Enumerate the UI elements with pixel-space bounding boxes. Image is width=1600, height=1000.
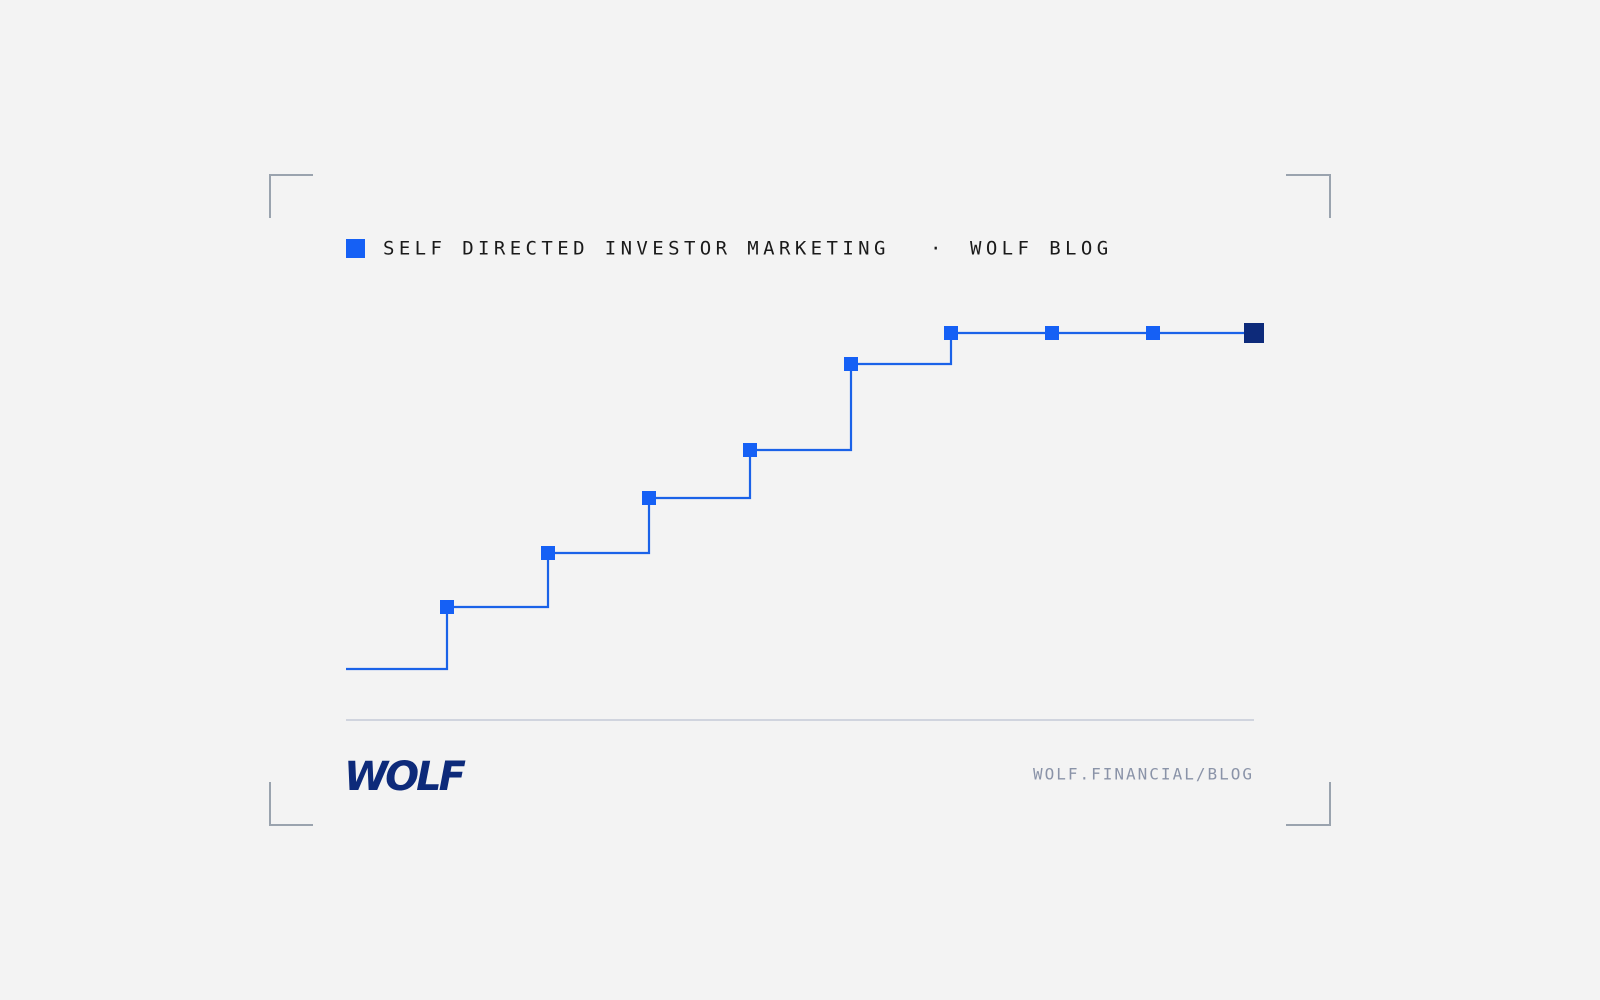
header-category: SELF DIRECTED INVESTOR MARKETING xyxy=(383,238,890,260)
corner xyxy=(1286,782,1331,826)
step-marker xyxy=(944,326,958,340)
header-separator: · xyxy=(930,238,946,260)
step-marker xyxy=(743,443,757,457)
header-icon xyxy=(346,239,365,258)
step-line xyxy=(346,331,1254,671)
frame-corners xyxy=(269,174,1331,826)
step-marker xyxy=(844,357,858,371)
step-marker xyxy=(440,600,454,614)
corner xyxy=(269,174,313,218)
corner xyxy=(269,782,313,826)
corner xyxy=(1286,174,1331,218)
step-marker xyxy=(642,491,656,505)
logo: WOLF xyxy=(344,754,466,800)
step-marker xyxy=(541,546,555,560)
step-marker xyxy=(1045,326,1059,340)
header-source: WOLF BLOG xyxy=(970,238,1113,260)
step-marker xyxy=(1146,326,1160,340)
step-marker-final xyxy=(1244,323,1264,343)
footer-url: WOLF.FINANCIAL/BLOG xyxy=(1033,765,1254,784)
step-markers xyxy=(440,326,1160,614)
